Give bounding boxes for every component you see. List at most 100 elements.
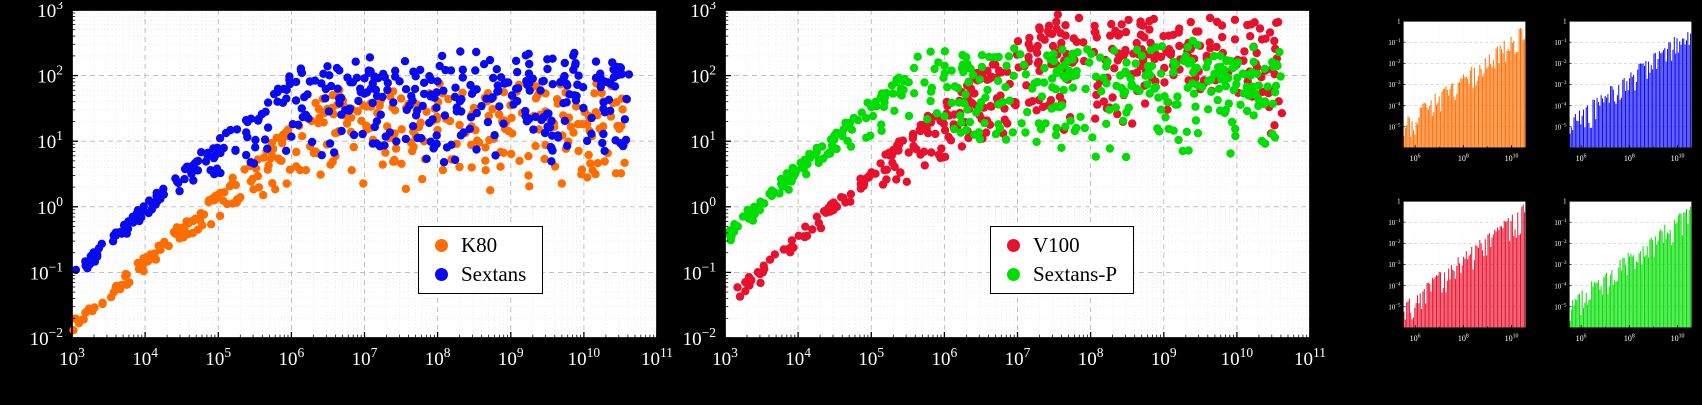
- svg-text:10−2: 10−2: [1388, 240, 1401, 248]
- y-tick-labels: 1 10−1 10−2 10−3 10−4 10−5: [1554, 19, 1567, 132]
- svg-text:10−1: 10−1: [1388, 219, 1401, 227]
- svg-text:102: 102: [690, 63, 716, 88]
- svg-text:106: 106: [1576, 154, 1587, 163]
- svg-text:101: 101: [37, 128, 63, 153]
- svg-text:10−2: 10−2: [1388, 60, 1401, 68]
- svg-text:10−2: 10−2: [1554, 60, 1567, 68]
- mini-bars-k80-plot: 106 108 1010 1 10−1 10−2 10−3 10−4 10−5: [1388, 19, 1527, 163]
- left-scatter-panel: 103 104 105 106 107 108 109 1010 1011 10−2 10−1 100…: [12, 2, 680, 400]
- mini-bars-sextans-plot: 106 108 1010 1 10−1 10−2 10−3 10−4 10−5: [1554, 19, 1693, 163]
- y-tick-labels: 10−2 10−1 100 101 102 103: [30, 2, 64, 350]
- svg-text:10−1: 10−1: [1554, 219, 1567, 227]
- series-Sextans-points: [71, 47, 634, 275]
- svg-text:10−2: 10−2: [30, 325, 63, 350]
- svg-text:10−1: 10−1: [1554, 39, 1567, 47]
- svg-text:10−3: 10−3: [1388, 81, 1401, 89]
- x-tick-labels: 106 108 1010: [1410, 334, 1519, 343]
- svg-text:102: 102: [37, 63, 63, 88]
- middle-legend: V100 Sextans-P: [990, 226, 1134, 294]
- sextans-marker-icon: [435, 268, 448, 281]
- v100-legend-label: V100: [1033, 233, 1080, 257]
- svg-text:103: 103: [712, 345, 738, 370]
- svg-text:100: 100: [690, 194, 716, 219]
- series-Sextans-P-bars: [1569, 206, 1692, 328]
- y-tick-labels: 10−2 10−1 100 101 102 103: [683, 2, 717, 350]
- k80-marker-icon: [435, 239, 448, 252]
- svg-text:108: 108: [425, 345, 451, 370]
- x-tick-labels: 106 108 1010: [1576, 154, 1685, 163]
- svg-text:10−3: 10−3: [1388, 261, 1401, 269]
- sextans-p-marker-icon: [1007, 268, 1020, 281]
- svg-text:106: 106: [1576, 334, 1587, 343]
- x-tick-labels: 106 108 1010: [1410, 154, 1519, 163]
- y-tick-labels: 1 10−1 10−2 10−3 10−4 10−5: [1388, 199, 1401, 312]
- svg-text:101: 101: [690, 128, 716, 153]
- middle-scatter-panel: 103 104 105 106 107 108 109 1010 1011 10−2 10−1 100…: [665, 2, 1333, 400]
- svg-text:10−5: 10−5: [1554, 124, 1567, 132]
- svg-text:10−4: 10−4: [1554, 282, 1567, 290]
- x-tick-labels: 106 108 1010: [1576, 334, 1685, 343]
- svg-text:107: 107: [352, 345, 378, 370]
- svg-text:106: 106: [1410, 334, 1421, 343]
- svg-text:108: 108: [1624, 334, 1635, 343]
- svg-text:103: 103: [37, 2, 63, 22]
- svg-text:105: 105: [205, 345, 231, 370]
- series-Sextans-bars: [1569, 32, 1692, 148]
- svg-text:105: 105: [858, 345, 884, 370]
- legend-entry-v100: V100: [1007, 235, 1117, 256]
- svg-text:104: 104: [132, 345, 158, 370]
- svg-text:1010: 1010: [1505, 154, 1519, 163]
- series-V100-bars: [1403, 204, 1526, 328]
- svg-text:10−1: 10−1: [1388, 39, 1401, 47]
- sextans-p-legend-label: Sextans-P: [1033, 262, 1117, 286]
- svg-text:10−4: 10−4: [1388, 282, 1401, 290]
- y-tick-labels: 1 10−1 10−2 10−3 10−4 10−5: [1554, 199, 1567, 312]
- svg-text:100: 100: [37, 194, 63, 219]
- svg-text:1010: 1010: [1671, 334, 1685, 343]
- svg-text:10−1: 10−1: [683, 259, 716, 284]
- svg-text:106: 106: [932, 345, 958, 370]
- svg-text:1010: 1010: [1671, 154, 1685, 163]
- svg-text:1: 1: [1563, 199, 1566, 206]
- x-tick-labels: 103 104 105 106 107 108 109 1010 1011: [59, 345, 673, 370]
- svg-text:108: 108: [1624, 154, 1635, 163]
- svg-text:103: 103: [59, 345, 85, 370]
- svg-text:1: 1: [1397, 199, 1400, 206]
- left-legend: K80 Sextans: [418, 226, 544, 294]
- legend-entry-k80: K80: [435, 235, 526, 256]
- svg-text:1: 1: [1563, 19, 1566, 26]
- svg-text:1010: 1010: [1505, 334, 1519, 343]
- svg-text:10−5: 10−5: [1554, 304, 1567, 312]
- legend-entry-sextans: Sextans: [435, 264, 526, 285]
- svg-text:10−3: 10−3: [1554, 261, 1567, 269]
- svg-text:1010: 1010: [568, 345, 601, 370]
- svg-text:106: 106: [279, 345, 305, 370]
- svg-text:1010: 1010: [1221, 345, 1254, 370]
- v100-marker-icon: [1007, 239, 1020, 252]
- svg-text:108: 108: [1078, 345, 1104, 370]
- svg-text:106: 106: [1410, 154, 1421, 163]
- svg-text:107: 107: [1005, 345, 1031, 370]
- left-scatter-plot: 103 104 105 106 107 108 109 1010 101110−210−1100…: [30, 2, 673, 370]
- series-V100-points: [733, 10, 1287, 301]
- svg-text:10−3: 10−3: [1554, 81, 1567, 89]
- series-K80-bars: [1403, 28, 1526, 148]
- mini-panels-grid: 106 108 1010 1 10−1 10−2 10−3 10−4 10−5 106 108 10…: [1380, 16, 1696, 354]
- svg-text:104: 104: [785, 345, 811, 370]
- minor-grid: [72, 10, 657, 338]
- middle-scatter-plot: 103 104 105 106 107 108 109 1010 1011 10−2 10−1 100…: [683, 2, 1326, 370]
- series-Sextans-P-points: [724, 36, 1285, 245]
- svg-text:10−4: 10−4: [1388, 102, 1401, 110]
- svg-text:103: 103: [690, 2, 716, 22]
- svg-text:1: 1: [1397, 19, 1400, 26]
- svg-text:108: 108: [1458, 154, 1469, 163]
- svg-text:10−5: 10−5: [1388, 124, 1401, 132]
- k80-legend-label: K80: [461, 233, 498, 257]
- svg-text:10−4: 10−4: [1554, 102, 1567, 110]
- svg-text:10−5: 10−5: [1388, 304, 1401, 312]
- mini-bars-sextans-p-plot: 106 108 1010 1 10−1 10−2 10−3 10−4 10−5: [1554, 199, 1693, 343]
- mini-bars-v100-plot: 106 108 1010 1 10−1 10−2 10−3 10−4 10−5: [1388, 199, 1527, 343]
- y-tick-labels: 1 10−1 10−2 10−3 10−4 10−5: [1388, 19, 1401, 132]
- legend-entry-sextans-p: Sextans-P: [1007, 264, 1117, 285]
- svg-text:1011: 1011: [1294, 345, 1326, 370]
